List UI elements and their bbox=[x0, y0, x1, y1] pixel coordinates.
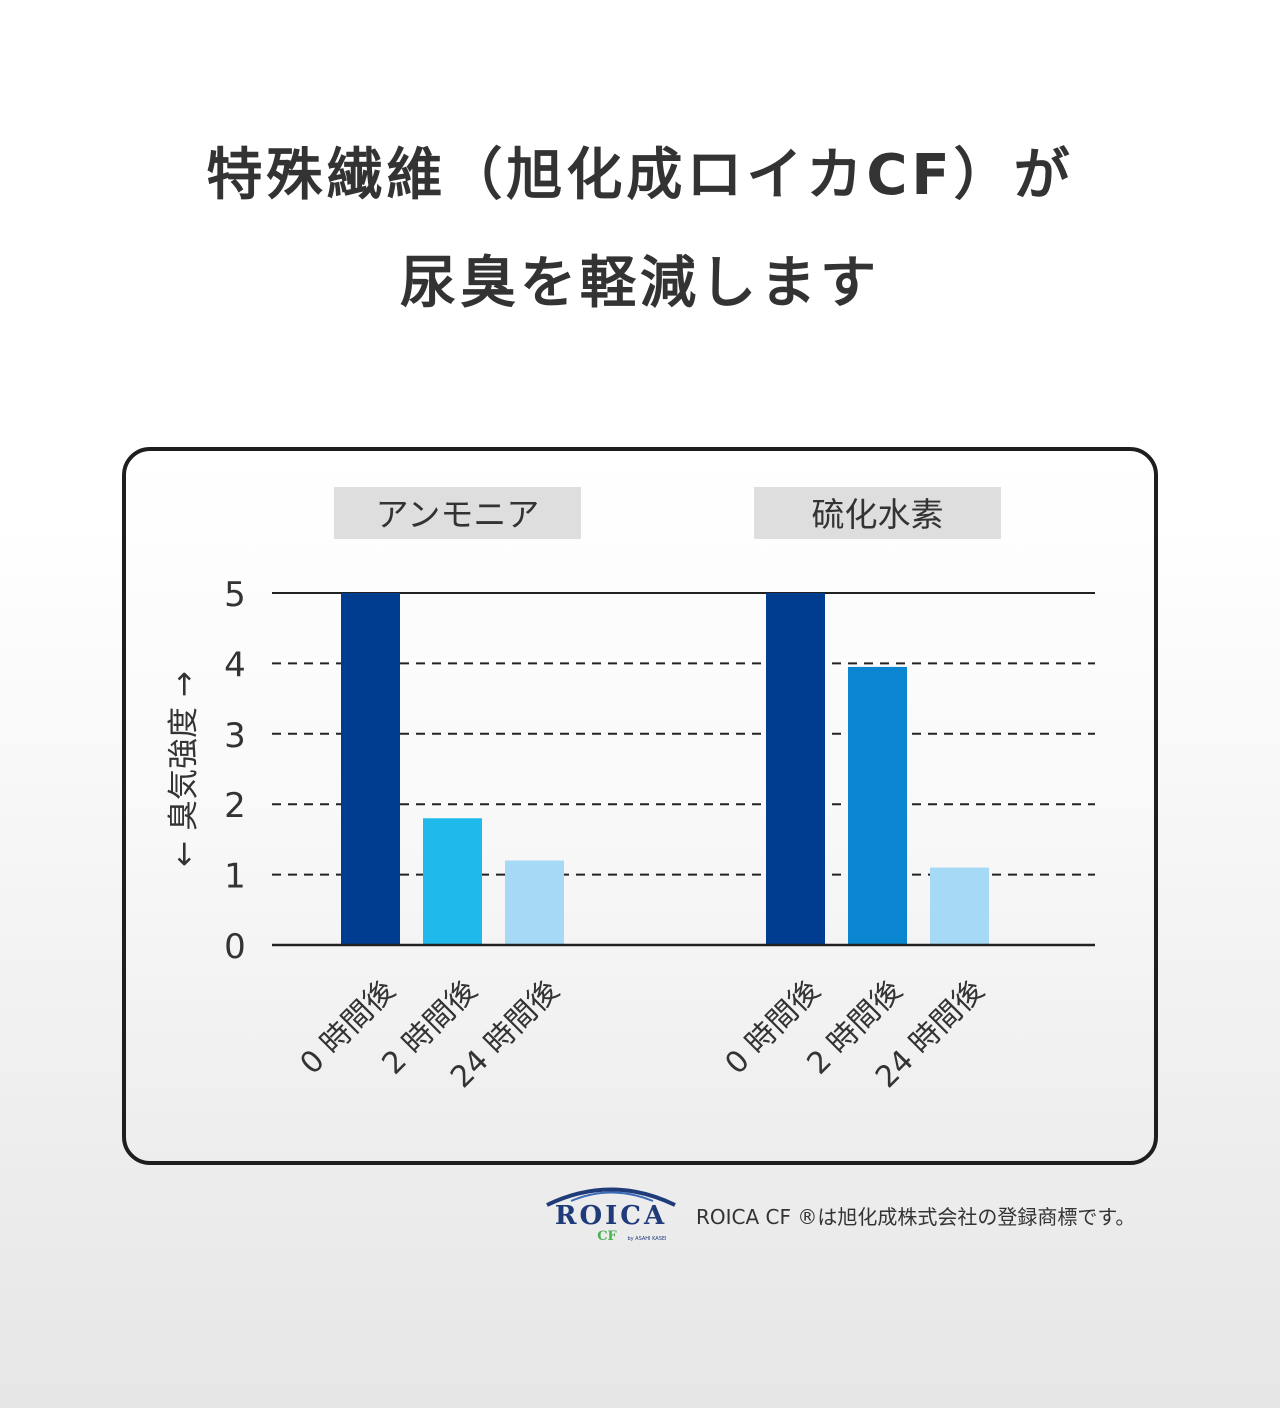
bar-2-2 bbox=[848, 666, 907, 945]
y-axis-label: ← 臭気強度 → bbox=[166, 671, 202, 867]
roica-logo: ROICA CF by ASAHI KASEI bbox=[546, 1187, 676, 1244]
headline-line-2: 尿臭を軽減します bbox=[400, 251, 880, 316]
footer: ROICA CF by ASAHI KASEI ROICA CF ®は旭化成株式… bbox=[535, 1180, 1175, 1244]
group-label-box bbox=[334, 487, 581, 539]
y-tick-label: 5 bbox=[224, 575, 246, 615]
y-tick-label: 2 bbox=[224, 786, 246, 826]
logo-by: by ASAHI KASEI bbox=[627, 1236, 666, 1242]
bar-1-3 bbox=[505, 860, 564, 945]
logo-sub: CF bbox=[597, 1229, 617, 1244]
y-tick-label: 0 bbox=[224, 927, 246, 967]
group-label: 硫化水素 bbox=[812, 495, 944, 534]
bar-2-1 bbox=[766, 593, 825, 945]
bar-1-1 bbox=[341, 593, 400, 945]
group-label-box bbox=[754, 487, 1001, 539]
group-label: アンモニア bbox=[376, 495, 540, 534]
chart-panel bbox=[122, 447, 1158, 1165]
y-tick-label: 4 bbox=[224, 645, 246, 685]
y-tick-label: 3 bbox=[224, 716, 246, 756]
bar-1-2 bbox=[423, 818, 482, 945]
trademark-note: ROICA CF ®は旭化成株式会社の登録商標です。 bbox=[696, 1205, 1136, 1229]
y-tick-label: 1 bbox=[224, 857, 246, 897]
logo-wordmark: ROICA bbox=[555, 1201, 667, 1231]
headline-line-1: 特殊繊維（旭化成ロイカCF）が bbox=[206, 143, 1074, 208]
bar-2-3 bbox=[930, 867, 989, 945]
